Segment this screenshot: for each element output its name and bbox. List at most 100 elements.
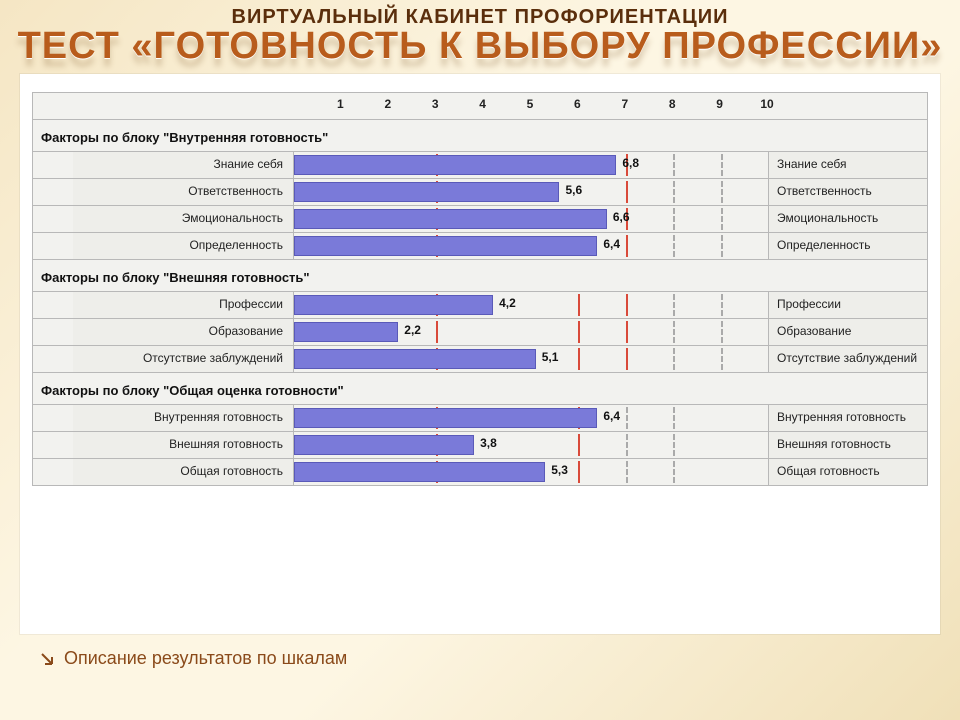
- factor-row: Внешняя готовность 3,8 Внешняя готовность: [33, 432, 927, 459]
- value-bar: [294, 236, 597, 256]
- bar-zone: 6,4: [294, 405, 769, 431]
- zone-marker-red: [578, 461, 580, 483]
- zone-marker-red: [436, 321, 438, 343]
- tick-label: 8: [669, 97, 676, 111]
- tick-label: 9: [716, 97, 723, 111]
- zone-marker-dash: [721, 154, 723, 176]
- block-title: Факторы по блоку "Внешняя готовность": [33, 260, 927, 292]
- zone-marker-red: [626, 321, 628, 343]
- zone-marker-dash: [673, 294, 675, 316]
- bar-zone: 4,2: [294, 292, 769, 318]
- factor-row: Отсутствие заблуждений5,1Отсутствие забл…: [33, 346, 927, 373]
- zone-marker-dash: [721, 294, 723, 316]
- value-label: 6,4: [603, 409, 620, 423]
- zone-marker-dash: [673, 235, 675, 257]
- factor-right-label: Внешняя готовность: [769, 432, 927, 458]
- factor-right-label: Образование: [769, 319, 927, 345]
- tick-label: 10: [760, 97, 773, 111]
- zone-marker-red: [578, 348, 580, 370]
- scale-row: 12345678910: [33, 93, 927, 120]
- factor-left-label: Отсутствие заблуждений: [33, 346, 294, 372]
- value-label: 6,6: [613, 210, 630, 224]
- factor-row: Эмоциональность 6,6 Эмоциональность: [33, 206, 927, 233]
- factor-left-label: Профессии: [33, 292, 294, 318]
- arrow-down-right-icon: [40, 652, 54, 666]
- value-label: 5,6: [565, 183, 582, 197]
- chart-area: 12345678910Факторы по блоку "Внутренняя …: [32, 92, 928, 486]
- bar-zone: 2,2: [294, 319, 769, 345]
- value-label: 3,8: [480, 436, 497, 450]
- bar-zone: 6,4: [294, 233, 769, 259]
- zone-marker-red: [578, 294, 580, 316]
- factor-left-label: Определенность: [33, 233, 294, 259]
- value-bar: [294, 155, 616, 175]
- value-bar: [294, 209, 607, 229]
- tick-label: 4: [479, 97, 486, 111]
- page-title: ТЕСТ «ГОТОВНОСТЬ К ВЫБОРУ ПРОФЕССИИ»: [0, 25, 960, 68]
- header: ВИРТУАЛЬНЫЙ КАБИНЕТ ПРОФОРИЕНТАЦИИ ТЕСТ …: [0, 0, 960, 68]
- zone-marker-dash: [673, 348, 675, 370]
- tick-label: 3: [432, 97, 439, 111]
- zone-marker-dash: [673, 181, 675, 203]
- zone-marker-dash: [673, 321, 675, 343]
- bar-zone: 5,6: [294, 179, 769, 205]
- factor-left-label: Эмоциональность: [33, 206, 294, 232]
- bar-zone: 5,1: [294, 346, 769, 372]
- value-label: 6,8: [622, 156, 639, 170]
- results-panel: 12345678910Факторы по блоку "Внутренняя …: [20, 74, 940, 634]
- value-label: 2,2: [404, 323, 421, 337]
- zone-marker-dash: [673, 461, 675, 483]
- factor-left-label: Ответственность: [33, 179, 294, 205]
- zone-marker-dash: [626, 434, 628, 456]
- factor-left-label: Общая готовность: [33, 459, 294, 485]
- factor-row: Знание себя 6,8 Знание себя: [33, 152, 927, 179]
- footer-link-text: Описание результатов по шкалам: [64, 648, 347, 669]
- zone-marker-red: [626, 294, 628, 316]
- value-label: 5,3: [551, 463, 568, 477]
- bar-zone: 6,8: [294, 152, 769, 178]
- zone-marker-dash: [673, 407, 675, 429]
- zone-marker-dash: [721, 208, 723, 230]
- factor-right-label: Внутренняя готовность: [769, 405, 927, 431]
- zone-marker-dash: [673, 208, 675, 230]
- factor-row: Общая готовность 5,3 Общая готовность: [33, 459, 927, 485]
- zone-marker-dash: [721, 348, 723, 370]
- factor-row: Профессии 4,2 Профессии: [33, 292, 927, 319]
- zone-marker-dash: [673, 154, 675, 176]
- value-label: 5,1: [542, 350, 559, 364]
- value-bar: [294, 462, 545, 482]
- zone-marker-red: [626, 235, 628, 257]
- factor-right-label: Ответственность: [769, 179, 927, 205]
- bar-zone: 5,3: [294, 459, 769, 485]
- block-title: Факторы по блоку "Внутренняя готовность": [33, 120, 927, 152]
- value-bar: [294, 295, 493, 315]
- zone-marker-red: [578, 321, 580, 343]
- zone-marker-red: [626, 348, 628, 370]
- zone-marker-dash: [626, 407, 628, 429]
- footer-link[interactable]: Описание результатов по шкалам: [40, 648, 940, 669]
- factor-row: Ответственность 5,6 Ответственность: [33, 179, 927, 206]
- factor-row: Определенность6,4Определенность: [33, 233, 927, 260]
- factor-right-label: Эмоциональность: [769, 206, 927, 232]
- bar-zone: 6,6: [294, 206, 769, 232]
- factor-left-label: Знание себя: [33, 152, 294, 178]
- zone-marker-dash: [626, 461, 628, 483]
- tick-label: 1: [337, 97, 344, 111]
- value-bar: [294, 349, 536, 369]
- tick-label: 6: [574, 97, 581, 111]
- value-bar: [294, 408, 597, 428]
- factor-right-label: Профессии: [769, 292, 927, 318]
- zone-marker-red: [626, 181, 628, 203]
- tick-label: 2: [384, 97, 391, 111]
- factor-right-label: Общая готовность: [769, 459, 927, 485]
- zone-marker-dash: [721, 321, 723, 343]
- value-bar: [294, 182, 559, 202]
- factor-left-label: Внешняя готовность: [33, 432, 294, 458]
- value-label: 4,2: [499, 296, 516, 310]
- factor-left-label: Внутренняя готовность: [33, 405, 294, 431]
- zone-marker-red: [578, 434, 580, 456]
- zone-marker-dash: [721, 181, 723, 203]
- zone-marker-dash: [673, 434, 675, 456]
- factor-right-label: Знание себя: [769, 152, 927, 178]
- block-title: Факторы по блоку "Общая оценка готовност…: [33, 373, 927, 405]
